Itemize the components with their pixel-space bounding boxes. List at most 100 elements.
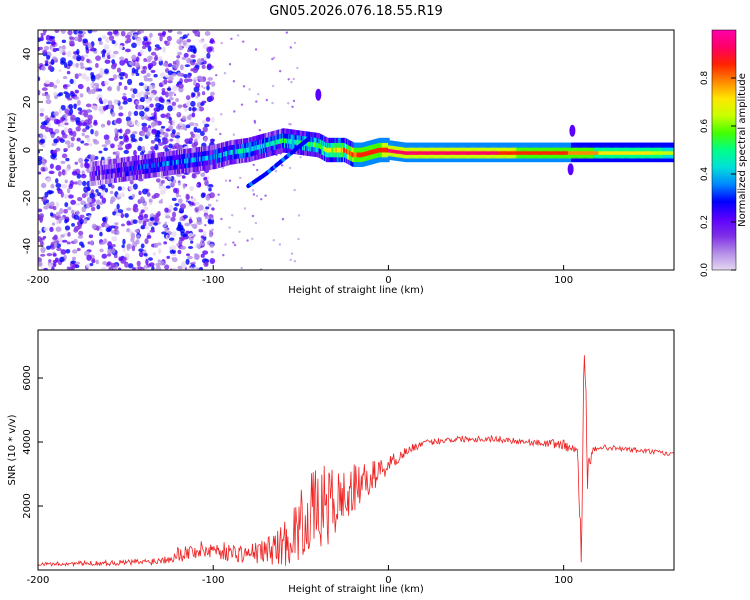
spectrogram-noise-cell	[138, 137, 143, 142]
spectrogram-noise-cell	[184, 107, 188, 112]
spectrogram-noise-cell	[131, 245, 136, 252]
spectrogram-noise-cell	[160, 125, 166, 129]
spectrogram-noise-cell	[128, 61, 134, 65]
spectrogram-noise-cell	[204, 260, 209, 266]
spectrogram-noise-cell	[228, 179, 232, 182]
spectrogram-noise-cell	[168, 245, 174, 251]
spectrogram-noise-cell	[144, 238, 149, 245]
spectrogram-noise-cell	[86, 254, 92, 261]
spectrogram-noise-cell	[158, 184, 165, 190]
spectrogram-noise-cell	[61, 39, 67, 44]
spectrogram-noise-cell	[153, 222, 159, 226]
spectrogram-noise-cell	[168, 91, 173, 98]
spectrogram-noise-cell	[88, 143, 93, 147]
spectrogram-noise-cell	[255, 100, 258, 103]
spectrogram-noise-cell	[99, 195, 104, 199]
spectrogram-noise-cell	[169, 209, 172, 212]
spectrogram-noise-cell	[40, 237, 45, 241]
spectrogram-noise-cell	[252, 193, 256, 196]
spectrogram-noise-cell	[165, 91, 169, 98]
spectrogram-noise-cell	[39, 138, 46, 144]
spectrogram-noise-cell	[168, 125, 174, 131]
spectrogram-x-axis: -200 -100 0 100	[27, 265, 573, 286]
spectrogram-noise-cell	[133, 69, 139, 74]
spectrogram-noise-cell	[144, 115, 149, 121]
spectrogram-noise-cell	[179, 237, 185, 242]
spectrogram-noise-cell	[168, 148, 172, 151]
spectrogram-noise-cell	[240, 103, 244, 106]
spectrogram-noise-cell	[52, 149, 58, 153]
spectrogram-noise-cell	[38, 76, 41, 82]
spectrogram-noise-cell	[100, 192, 105, 197]
spectrogram-noise-cell	[91, 223, 97, 230]
spectrogram-noise-cell	[195, 107, 200, 112]
spectrogram-noise-cell	[91, 197, 96, 203]
spectrogram-noise-cell	[203, 208, 209, 215]
spectrogram-noise-cell	[200, 192, 205, 199]
spectrogram-noise-cell	[119, 128, 123, 134]
colorbar-gradient	[711, 29, 737, 271]
spectrogram-noise-cell	[148, 257, 153, 261]
spectrogram-noise-cell	[101, 253, 108, 259]
spectrogram-noise-cell	[38, 257, 42, 263]
snr-x-tick-label: -200	[27, 575, 50, 586]
spectrogram-noise-cell	[53, 262, 57, 268]
spectrogram-noise-cell	[104, 223, 109, 229]
spectrogram-noise-cell	[205, 206, 210, 210]
spectrogram-y-label: Frequency (Hz)	[7, 112, 18, 188]
spectrogram-noise-cell	[40, 166, 46, 172]
spectrogram-noise-cell	[210, 81, 216, 87]
spectrogram-noise-cell	[48, 170, 55, 175]
spectrogram-noise-cell	[124, 58, 129, 64]
spectrogram-noise-cell	[55, 211, 61, 218]
spectrogram-noise-cell	[147, 62, 154, 69]
spectrogram-noise-cell	[188, 106, 192, 112]
spectrogram-noise-cell	[209, 192, 215, 199]
spectrogram-noise-cell	[69, 108, 74, 115]
spectrogram-noise-cell	[45, 99, 52, 105]
spectrogram-noise-cell	[196, 216, 202, 221]
spectrogram-noise-cell	[70, 142, 74, 148]
spectrogram-noise-cell	[231, 214, 234, 217]
spectrogram-noise-cell	[256, 168, 259, 172]
spectrogram-noise-cell	[190, 45, 196, 49]
spectrogram-noise-cell	[41, 160, 46, 166]
spectrogram-noise-cell	[224, 243, 227, 246]
spectrogram-noise-cell	[215, 73, 218, 77]
spectrogram-noise-cell	[59, 47, 63, 54]
spectrogram-noise-cell	[140, 49, 144, 55]
spectrogram-noise-cell	[69, 36, 75, 41]
spectrogram-noise-cell	[193, 67, 196, 71]
spectrogram-noise-cell	[81, 132, 85, 137]
spectrogram-noise-cell	[195, 96, 199, 99]
spectrogram-noise-cell	[119, 59, 126, 66]
spectrogram-noise-cell	[95, 199, 101, 206]
spectrogram-noise-cell	[44, 63, 49, 67]
spectrogram-noise-cell	[185, 199, 189, 203]
spectrogram-noise-cell	[50, 153, 56, 160]
spectrogram-noise-cell	[43, 205, 49, 210]
spectrogram-noise-cell	[193, 123, 197, 128]
spectrogram-noise-cell	[171, 231, 177, 238]
spectrogram-noise-cell	[204, 31, 211, 36]
spectrogram-noise-cell	[188, 138, 191, 142]
spectrogram-noise-cell	[86, 186, 91, 192]
spectrogram-noise-cell	[40, 253, 46, 257]
spectrogram-noise-cell	[117, 186, 122, 191]
spectrogram-noise-cell	[154, 216, 160, 223]
spectrogram-noise-cell	[71, 256, 77, 261]
spectrogram-noise-cell	[80, 65, 85, 70]
spectrogram-noise-cell	[48, 259, 52, 263]
spectrogram-noise-cell	[51, 142, 57, 146]
spectrogram-noise-cell	[78, 73, 82, 77]
spectrogram-noise-cell	[278, 69, 282, 73]
spectrogram-noise-cell	[39, 133, 44, 139]
spectrogram-noise-cell	[87, 30, 93, 34]
spectrogram-noise-cell	[142, 83, 148, 90]
spectrogram-noise-cell	[99, 201, 103, 206]
spectrogram-noise-cell	[272, 239, 275, 242]
spectrogram-noise-cell	[203, 86, 206, 90]
spectrogram-noise-cell	[40, 182, 47, 189]
spectrogram-noise-cell	[190, 54, 196, 59]
spectrogram-noise-cell	[178, 44, 184, 51]
